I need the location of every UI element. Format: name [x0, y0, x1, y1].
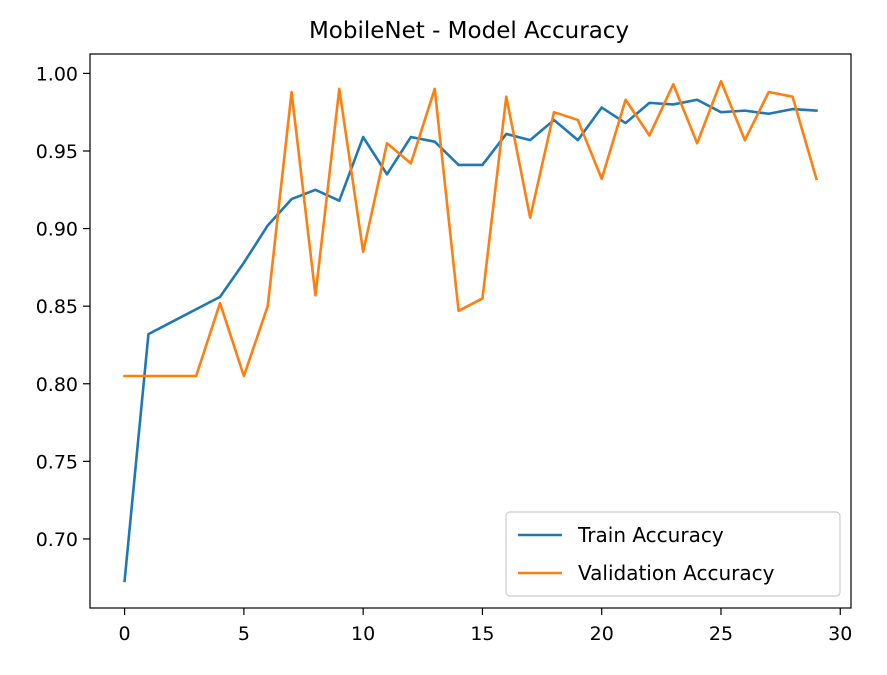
legend: Train Accuracy Validation Accuracy: [505, 511, 841, 597]
x-tick-label: 15: [470, 623, 494, 645]
x-tick-label: 25: [709, 623, 733, 645]
x-tick-label: 5: [238, 623, 250, 645]
y-tick-label: 1.00: [36, 63, 78, 85]
x-tick-label: 20: [590, 623, 614, 645]
y-tick-label: 0.95: [36, 141, 78, 163]
y-tick-label: 0.80: [36, 374, 78, 396]
y-tick-label: 0.75: [36, 451, 78, 473]
plot-frame: [89, 53, 852, 609]
x-tick-label: 30: [828, 623, 852, 645]
series-line-train-accuracy: [123, 98, 818, 583]
x-tick-label: 0: [119, 623, 131, 645]
y-tick-label: 0.85: [36, 296, 78, 318]
legend-box: [505, 511, 841, 597]
legend-label: Validation Accuracy: [578, 561, 775, 585]
series-line-validation-accuracy: [123, 79, 819, 378]
y-tick-label: 0.70: [36, 529, 78, 551]
y-tick-label: 0.90: [36, 219, 78, 241]
chart-title: MobileNet - Model Accuracy: [309, 18, 629, 44]
x-tick-label: 10: [351, 623, 375, 645]
legend-label: Train Accuracy: [577, 523, 724, 547]
